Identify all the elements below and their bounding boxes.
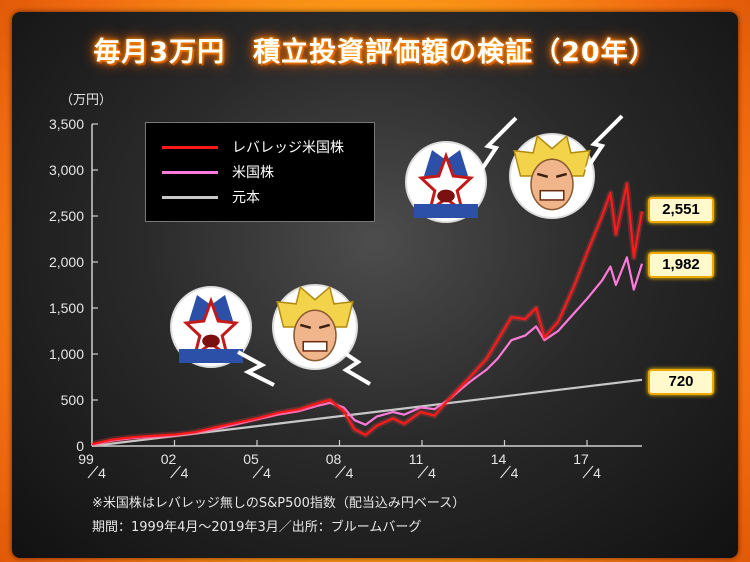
x-tick-year: 11 [409,451,424,467]
costume-icon [179,349,243,363]
eye-icon [555,172,568,179]
spiky-hair-icon [513,134,591,177]
end-label-us-stock: 1,982 [648,252,714,278]
x-tick-slash [335,465,346,479]
mouth-icon [437,189,455,203]
spiky-hair-icon [276,285,354,328]
eye-icon [318,323,331,330]
legend-item-principal: 元本 [162,187,260,207]
x-tick-month: 4 [511,465,519,481]
x-tick-slash [582,465,594,479]
footnote-2: 期間：1999年4月〜2019年3月／出所：ブルームバーグ [92,520,422,535]
y-tick-label: 3,500 [49,116,84,132]
face-icon [530,158,574,211]
legend: レバレッジ米国株 米国株 元本 [145,122,375,222]
y-tick-label: 1,000 [49,346,84,362]
eye-icon [299,323,312,330]
end-label-principal: 720 [648,369,714,395]
x-tick-month: 4 [181,465,189,481]
x-tick-month: 4 [428,465,436,481]
x-tick-year: 02 [161,451,177,467]
y-tick-label: 500 [61,392,85,408]
up-arrow-icon [478,116,518,174]
y-tick-label: 1,500 [49,300,84,316]
legend-item-us-stock: 米国株 [162,162,274,182]
y-tick-label: 0 [76,438,84,454]
legend-swatch-leverage [162,145,218,149]
down-arrow-icon [338,348,372,386]
legend-item-leverage: レバレッジ米国株 [162,137,344,157]
legend-swatch-principal [162,195,218,199]
axes: 05001,0001,5002,0002,5003,0003,500994024… [49,116,642,481]
muscle-avatar-up [509,133,595,219]
chart-title: 毎月3万円 積立投資評価額の検証（20年） [93,37,657,68]
x-tick-month: 4 [98,465,106,481]
x-tick-slash [417,465,429,479]
down-arrow-icon [237,350,275,387]
legend-swatch-us-stock [162,170,218,174]
y-unit-label: （万円） [60,93,112,108]
end-label-leverage: 2,551 [648,197,714,223]
x-tick-slash [170,465,181,479]
x-tick-month: 4 [346,465,354,481]
face-icon [293,309,337,362]
up-arrow-icon [584,114,624,172]
footnote-1: ※米国株はレバレッジ無しのS&P500指数（配当込み円ベース） [92,496,466,511]
series-line-us-stock [91,256,644,446]
hero-avatar-down [170,286,252,368]
costume-icon [414,204,478,218]
y-tick-label: 2,500 [49,208,84,224]
teeth-icon [539,189,565,201]
muscle-avatar-down [272,284,358,370]
legend-label-principal: 元本 [232,190,260,206]
hero-avatar-up [405,141,487,223]
x-tick-year: 17 [573,451,589,467]
x-tick-year: 99 [78,451,94,467]
x-tick-year: 05 [243,451,259,467]
decorations [170,114,624,387]
x-tick-slash [252,465,264,479]
y-tick-label: 2,000 [49,254,84,270]
legend-label-leverage: レバレッジ米国株 [232,140,344,156]
x-tick-slash [87,465,99,479]
x-tick-slash [500,465,511,479]
series-layer [91,180,645,448]
x-tick-month: 4 [593,465,601,481]
legend-label-us-stock: 米国株 [232,165,274,181]
teeth-icon [302,340,328,352]
eye-icon [536,172,549,179]
x-tick-year: 08 [326,451,342,467]
x-tick-month: 4 [263,465,271,481]
mouth-icon [202,334,220,348]
y-tick-label: 3,000 [49,162,84,178]
series-line-leverage [91,182,644,446]
x-tick-year: 14 [491,451,507,467]
